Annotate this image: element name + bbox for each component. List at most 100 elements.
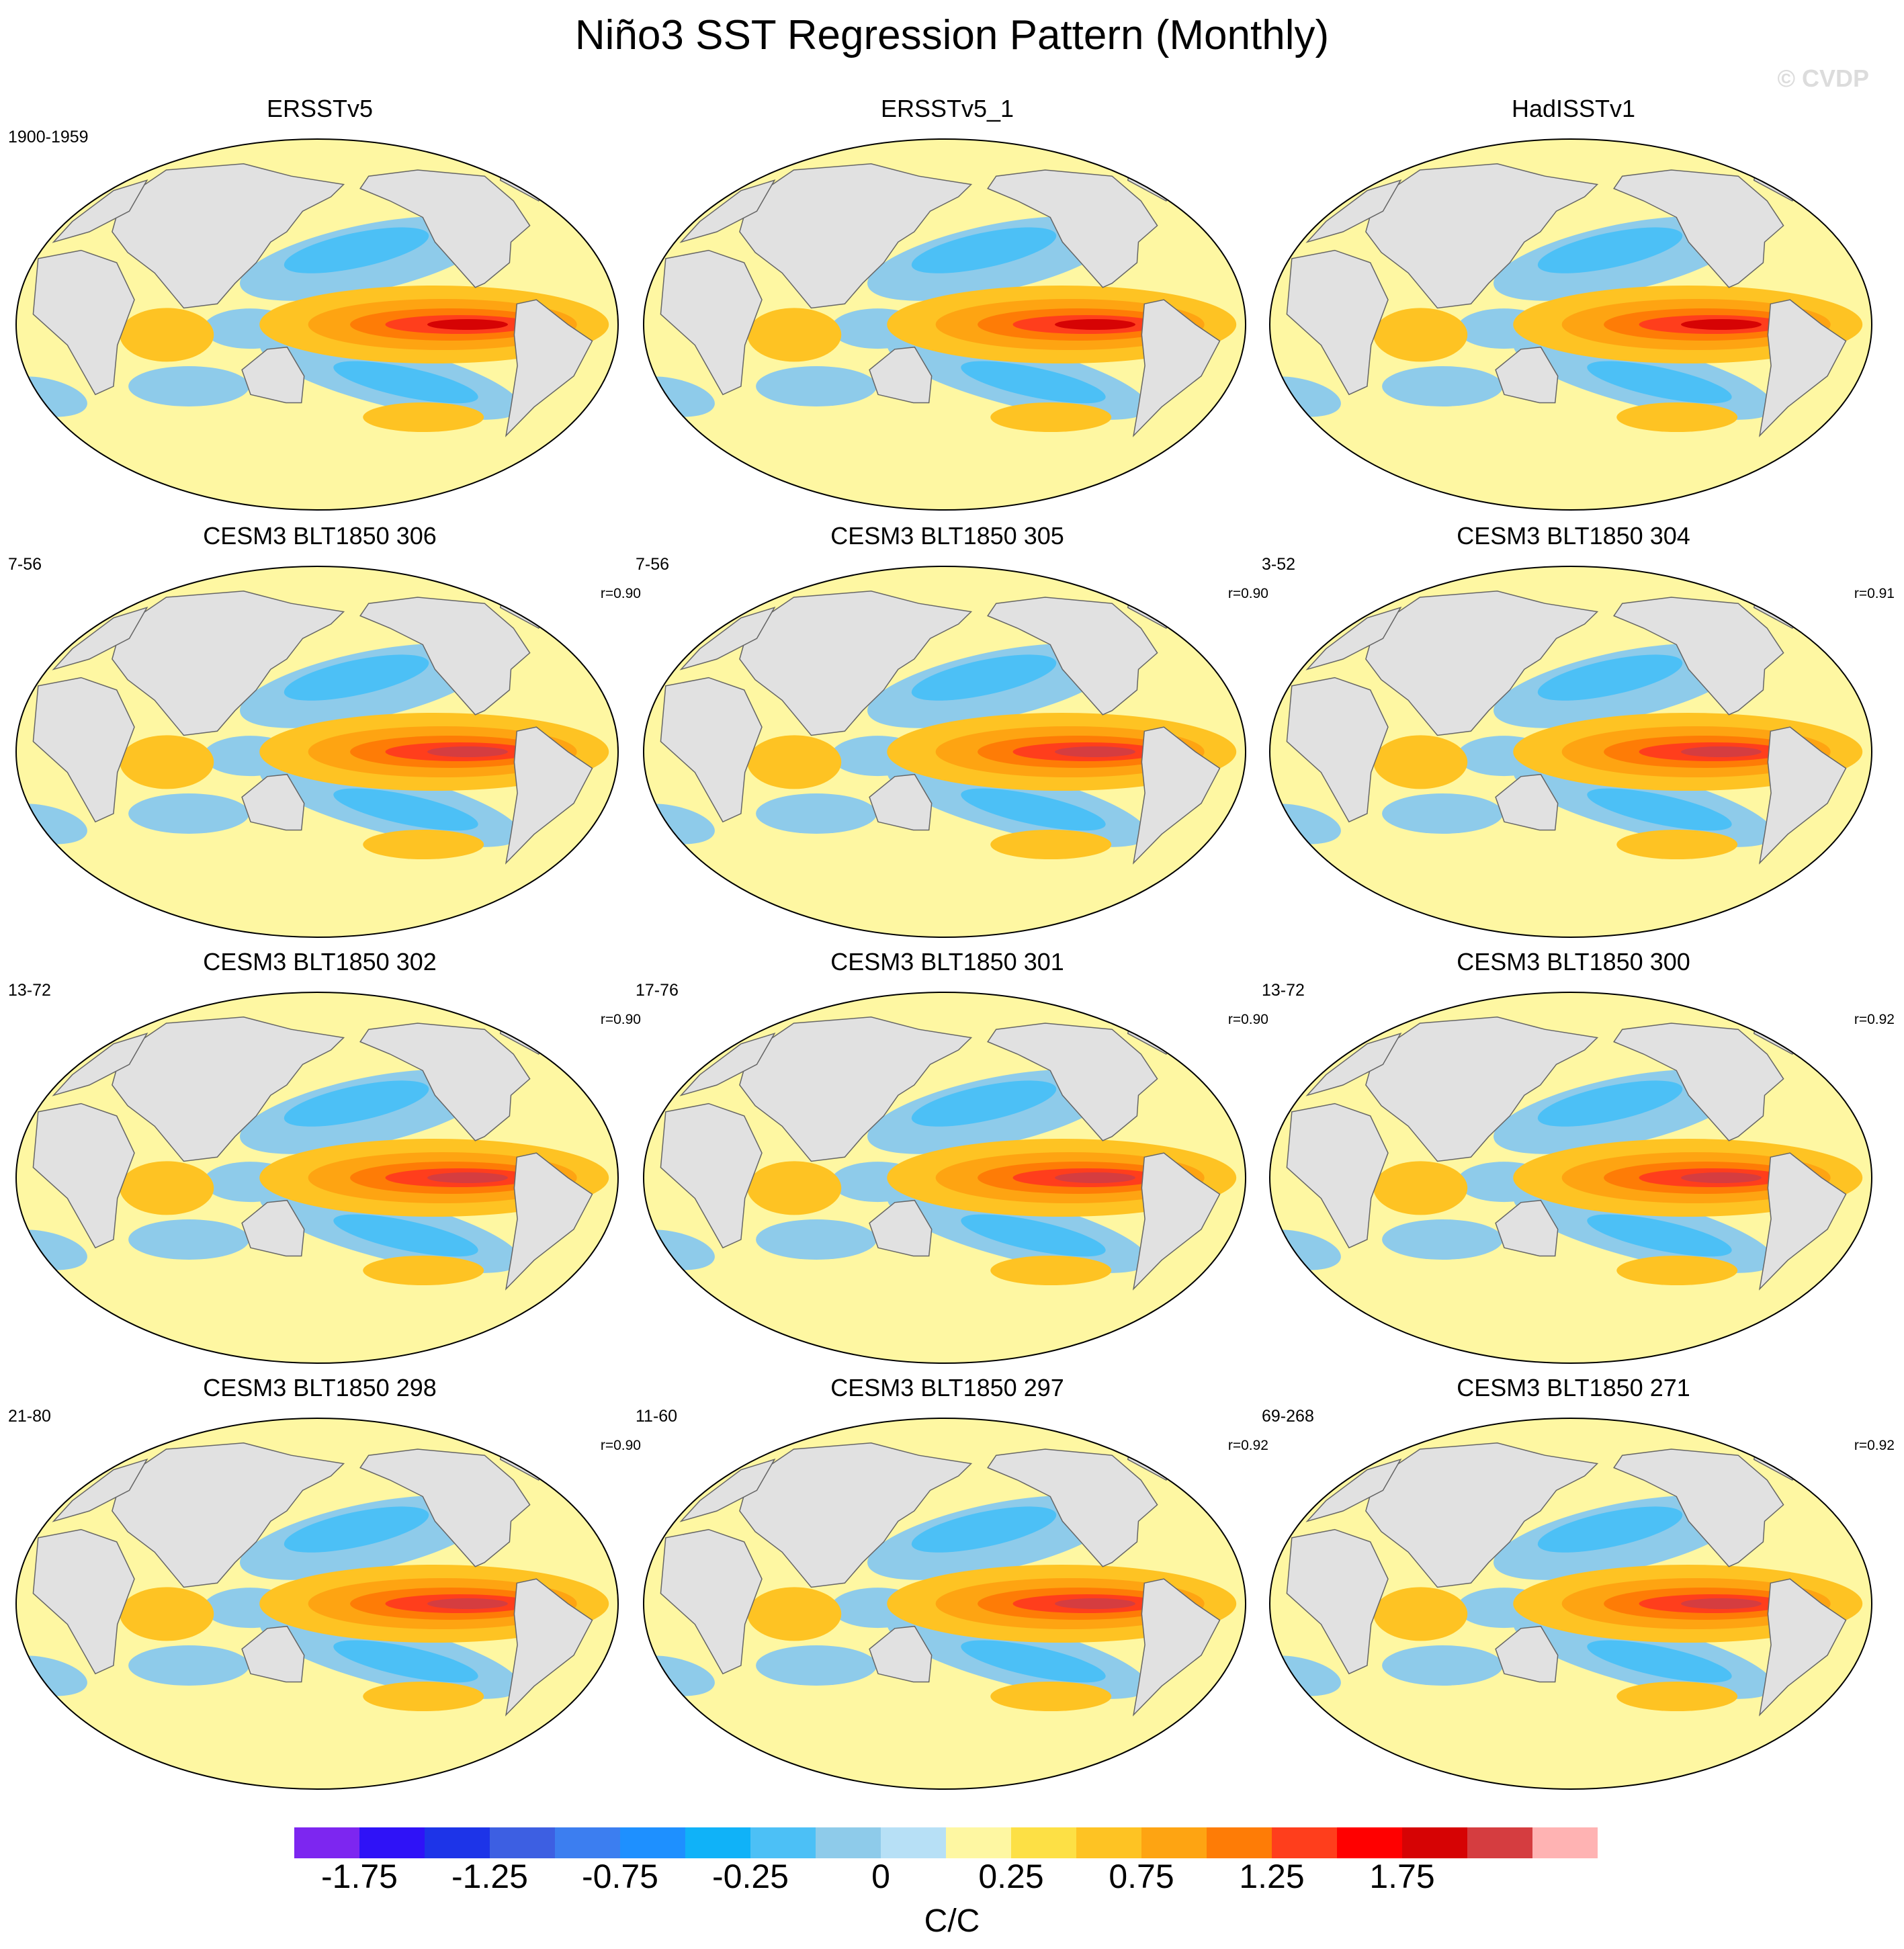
australia-land [1495,1199,1559,1257]
panel-title: CESM3 BLT1850 305 [830,522,1064,550]
indian-ocean-warm [120,1161,214,1215]
cvdp-watermark: © CVDP [1777,64,1869,92]
africa-land [32,249,135,396]
south-pacific-cool-core [333,1640,478,1683]
map-panel: ERSSTv5_1 [632,97,1263,527]
africa-land [1286,677,1389,823]
nino-tongue-peak [427,319,508,330]
indian-ocean-cool [128,366,250,406]
colorbar-tick-label: -0.75 [582,1858,658,1895]
asia-land [1365,1016,1599,1162]
asia-land [739,591,973,736]
map-panel: CESM3 BLT1850 297 11-60 r=0.92 [632,1374,1268,1806]
indian-ocean-warm [120,1587,214,1641]
indian-ocean-warm [1373,308,1468,362]
south-america-land [505,1152,593,1291]
map-border [1269,1418,1872,1790]
north-pacific-cool-core [284,1080,429,1127]
colorbar-swatch [1272,1827,1338,1858]
nino-tongue-peak [427,1172,508,1183]
panel-title: CESM3 BLT1850 306 [203,522,437,550]
panel-title: HadISSTv1 [1511,95,1636,122]
panel-correlation: r=0.90 [600,1012,641,1027]
colorbar-swatch [750,1827,816,1858]
robinson-map [1269,566,1872,938]
asia-land [739,1442,973,1588]
panel-correlation: r=0.91 [1854,586,1895,601]
map-panel: CESM3 BLT1850 298 21-80 r=0.90 [4,1376,641,1806]
asia-land [1365,1442,1599,1588]
africa-land [1286,1102,1389,1249]
south-america-land [1132,299,1221,437]
colorbar-tick-label: 1.75 [1369,1858,1435,1895]
north-pacific-cool-core [911,227,1057,273]
panel-title: ERSSTv5_1 [880,95,1014,122]
map-border [643,1418,1246,1790]
north-america-land [1613,1448,1784,1567]
southern-ocean-warm [1616,830,1738,859]
north-pacific-cool-core [284,1506,429,1553]
panel-title: CESM3 BLT1850 300 [1457,948,1690,976]
figure-title: Niño3 SST Regression Pattern (Monthly) [574,12,1330,58]
map-panel: CESM3 BLT1850 271 69-268 r=0.92 [1258,1376,1895,1806]
southern-ocean-warm [363,830,484,859]
australia-land [241,1199,305,1257]
australia-land [241,1625,305,1683]
colorbar-swatch [1011,1827,1077,1858]
panel-title: CESM3 BLT1850 301 [830,948,1064,976]
north-pacific-cool-core [284,654,429,701]
map-border [643,138,1246,511]
colorbar-swatch [816,1827,881,1858]
africa-land [1286,1528,1389,1675]
colorbar-tick-label: 0.75 [1109,1858,1174,1895]
europe-land [52,1459,148,1522]
map-border [1269,992,1872,1364]
robinson-map [643,1418,1246,1790]
indian-ocean-warm [747,308,842,362]
indian-ocean-warm [747,1587,842,1641]
europe-land [679,1459,776,1522]
south-america-land [1132,726,1221,865]
indian-ocean-cool [756,366,877,406]
north-america-land [987,597,1158,716]
map-border [15,1418,619,1790]
panel-years: 3-52 [1262,555,1296,574]
panel-correlation: r=0.92 [1854,1012,1895,1027]
asia-land [1365,163,1599,309]
australia-land [241,773,305,831]
robinson-map [1269,138,1872,511]
indian-ocean-cool [128,1219,250,1260]
europe-land [1305,1033,1402,1096]
nino-tongue-peak [1681,1172,1762,1183]
asia-land [112,1016,345,1162]
nino-tongue-peak [1681,319,1762,330]
colorbar-tick-label: -1.75 [321,1858,398,1895]
panel-title: ERSSTv5 [266,95,374,122]
south-america-land [505,1578,593,1717]
indian-ocean-cool [1382,793,1504,834]
australia-land [869,773,933,831]
map-panel: HadISSTv1 [1258,97,1889,527]
africa-land [660,1102,763,1249]
nino-tongue-peak [1055,746,1135,757]
southern-ocean-warm [990,830,1112,859]
south-america-land [505,726,593,865]
panel-title: CESM3 BLT1850 297 [830,1374,1064,1401]
southern-ocean-warm [363,1256,484,1285]
robinson-map [643,566,1246,938]
nino-tongue-peak [1681,1598,1762,1609]
south-america-land [1758,1152,1847,1291]
panel-years: 17-76 [636,981,679,1000]
colorbar-swatch [946,1827,1012,1858]
map-panel: CESM3 BLT1850 305 7-56 r=0.90 [632,522,1268,954]
map-panel: ERSSTv5 1900-1959 [4,97,636,527]
colorbar-tick-label: -1.25 [451,1858,528,1895]
indian-ocean-warm [1373,1161,1468,1215]
colorbar-swatch [1532,1827,1598,1858]
colorbar-swatch [1141,1827,1207,1858]
colorbar-units: C/C [924,1903,980,1939]
panel-years: 11-60 [636,1407,678,1426]
robinson-map [643,138,1246,511]
map-panel: CESM3 BLT1850 301 17-76 r=0.90 [632,948,1268,1380]
panel-correlation: r=0.90 [1227,1012,1268,1027]
